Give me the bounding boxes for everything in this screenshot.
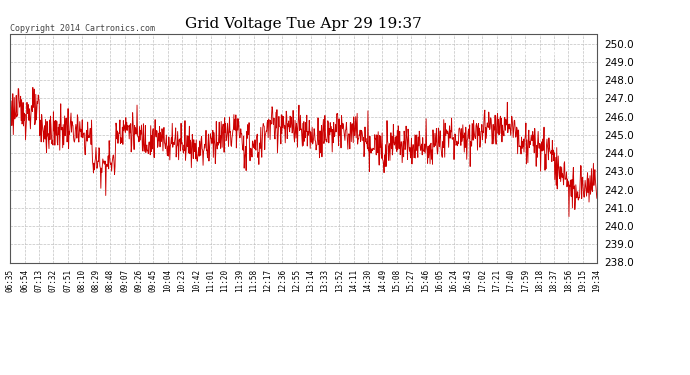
Title: Grid Voltage Tue Apr 29 19:37: Grid Voltage Tue Apr 29 19:37 <box>185 16 422 30</box>
Text: Copyright 2014 Cartronics.com: Copyright 2014 Cartronics.com <box>10 24 155 33</box>
